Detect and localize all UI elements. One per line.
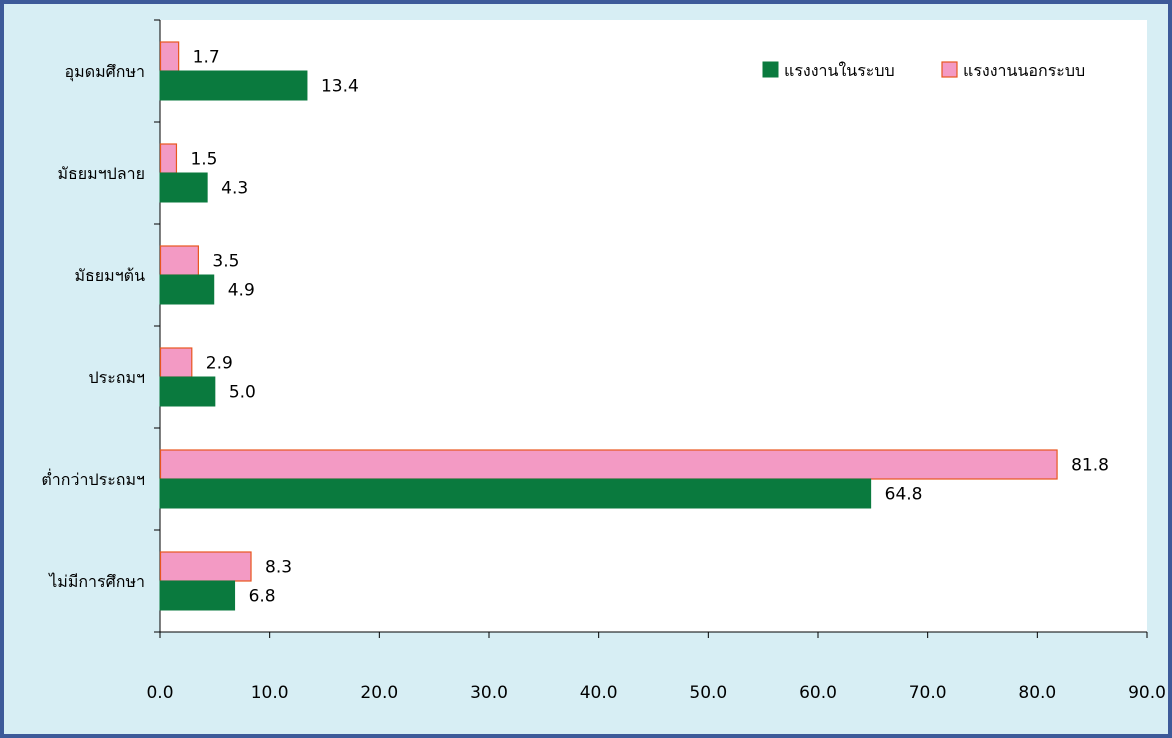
- data-label-formal: 64.8: [885, 485, 923, 505]
- bar-formal: [159, 70, 308, 101]
- bar-formal: [159, 172, 208, 203]
- bar-informal: [159, 245, 199, 276]
- category-label: ต่ำกว่าประถมฯ: [41, 468, 145, 489]
- x-tick-label: 50.0: [689, 683, 727, 703]
- legend-label-informal: แรงงานนอกระบบ: [963, 61, 1085, 80]
- data-label-informal: 81.8: [1071, 456, 1109, 476]
- bar-informal: [159, 143, 178, 174]
- legend: แรงงานในระบบ แรงงานนอกระบบ: [762, 61, 1085, 80]
- bar-informal: [159, 551, 252, 582]
- data-label-informal: 8.3: [265, 558, 292, 578]
- x-tick-label: 60.0: [799, 683, 837, 703]
- legend-label-formal: แรงงานในระบบ: [784, 61, 895, 80]
- category-labels: อุมดมศึกษามัธยมฯปลายมัธยมฯต้นประถมฯต่ำกว…: [41, 62, 145, 591]
- data-label-informal: 1.5: [190, 150, 217, 170]
- bars: [159, 41, 1058, 611]
- category-label: อุมดมศึกษา: [65, 62, 145, 82]
- axes: [154, 19, 1147, 633]
- bar-formal: [159, 478, 872, 509]
- plot-area: [160, 20, 1147, 632]
- x-tick-label: 20.0: [360, 683, 398, 703]
- data-label-formal: 4.9: [228, 281, 255, 301]
- data-label-informal: 2.9: [206, 354, 233, 374]
- data-label-formal: 4.3: [221, 179, 248, 199]
- category-label: ประถมฯ: [88, 368, 145, 387]
- x-tick-label: 30.0: [470, 683, 508, 703]
- legend-swatch-informal: [941, 61, 958, 78]
- data-label-informal: 1.7: [193, 48, 220, 68]
- category-label: มัธยมฯปลาย: [57, 164, 145, 183]
- bar-formal: [159, 580, 236, 611]
- x-tick-label: 80.0: [1018, 683, 1056, 703]
- bar-informal: [159, 449, 1058, 480]
- data-label-informal: 3.5: [212, 252, 239, 272]
- x-tick-label: 10.0: [251, 683, 289, 703]
- category-label: มัธยมฯต้น: [74, 266, 145, 285]
- bar-informal: [159, 41, 180, 72]
- x-tick-label: 70.0: [909, 683, 947, 703]
- x-tick-label: 40.0: [580, 683, 618, 703]
- data-labels: 1.7 13.4 1.54.3 3.5 4.9 2.9 5.0 81.8 64.8 8.3 6.8: [190, 48, 1108, 607]
- category-label: ไม่มีการศึกษา: [47, 572, 145, 591]
- legend-swatch-formal: [762, 61, 779, 78]
- data-label-formal: 6.8: [249, 587, 276, 607]
- bar-formal: [159, 274, 215, 305]
- x-tick-label: 0.0: [146, 683, 173, 703]
- bar-formal: [159, 376, 216, 407]
- x-axis-ticks: 0.0 10.0 20.0 30.0 40.0 50.0 60.0 70.0 80.0 90.0: [146, 632, 1166, 703]
- x-tick-label: 90.0: [1128, 683, 1166, 703]
- bar-informal: [159, 347, 193, 378]
- data-label-formal: 13.4: [321, 77, 359, 97]
- data-label-formal: 5.0: [229, 383, 256, 403]
